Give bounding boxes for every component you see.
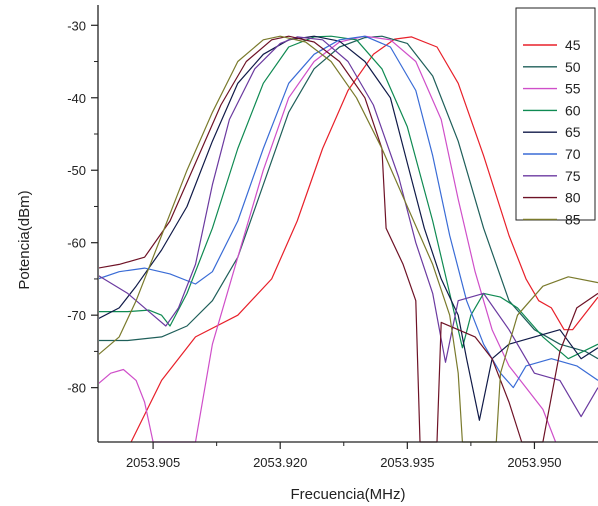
y-tick-label: -70 xyxy=(67,308,86,323)
legend-label: 60 xyxy=(565,102,581,118)
legend-frame xyxy=(515,7,596,221)
x-tick-label: 2053.935 xyxy=(380,455,434,470)
legend-label: 70 xyxy=(565,146,581,162)
x-tick-label: 2053.950 xyxy=(507,455,561,470)
series-line-60 xyxy=(99,35,598,360)
legend-label: 80 xyxy=(565,190,581,206)
y-tick-label: -40 xyxy=(67,91,86,106)
legend-label: 45 xyxy=(565,37,581,53)
series-line-50 xyxy=(99,35,598,360)
y-tick-label: -80 xyxy=(67,381,86,396)
legend-label: 75 xyxy=(565,168,581,184)
legend: 45 50 55 60 65 70 75 80 85 xyxy=(515,7,596,227)
series-line-45 xyxy=(130,36,598,443)
x-tick-label: 2053.905 xyxy=(126,455,180,470)
y-tick-label: -60 xyxy=(67,236,86,251)
legend-label: 85 xyxy=(565,211,581,227)
x-axis-title: Frecuencia(MHz) xyxy=(290,486,405,503)
y-tick-label: -50 xyxy=(67,163,86,178)
series-line-80 xyxy=(99,35,598,443)
y-axis-title: Potencia(dBm) xyxy=(16,190,33,289)
y-axis-ticks: -80 -70 -60 -50 -40 -30 xyxy=(67,18,98,396)
x-tick-label: 2053.920 xyxy=(253,455,307,470)
series-line-75 xyxy=(99,36,598,418)
legend-label: 50 xyxy=(565,59,581,75)
series-line-85 xyxy=(99,35,598,443)
y-tick-label: -30 xyxy=(67,18,86,33)
legend-label: 65 xyxy=(565,124,581,140)
x-axis-ticks: 2053.905 2053.920 2053.935 2053.950 xyxy=(126,442,562,470)
plot-lines xyxy=(99,35,598,443)
legend-label: 55 xyxy=(565,81,581,97)
series-line-70 xyxy=(99,35,598,389)
